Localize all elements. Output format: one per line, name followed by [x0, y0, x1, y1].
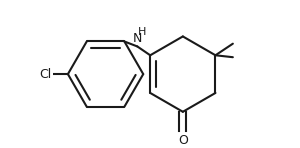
Text: H: H [138, 27, 147, 37]
Text: O: O [178, 134, 188, 147]
Text: N: N [133, 32, 142, 45]
Text: Cl: Cl [40, 68, 52, 81]
